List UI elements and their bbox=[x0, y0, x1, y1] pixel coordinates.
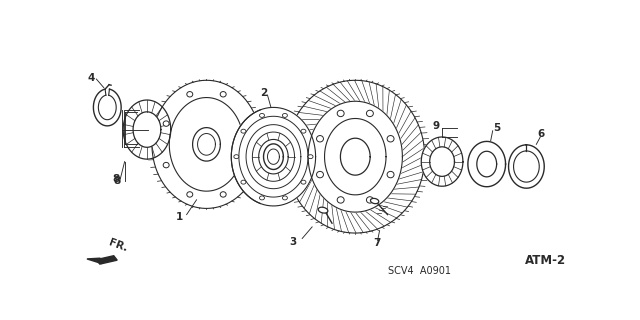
Polygon shape bbox=[231, 108, 316, 206]
Ellipse shape bbox=[317, 136, 323, 142]
Text: 8: 8 bbox=[113, 176, 121, 186]
Ellipse shape bbox=[220, 92, 226, 97]
Ellipse shape bbox=[337, 197, 344, 203]
Text: FR.: FR. bbox=[108, 238, 129, 254]
Ellipse shape bbox=[259, 114, 264, 117]
Ellipse shape bbox=[301, 180, 306, 184]
Polygon shape bbox=[239, 116, 308, 197]
Polygon shape bbox=[123, 100, 171, 159]
Polygon shape bbox=[421, 137, 463, 186]
Ellipse shape bbox=[163, 121, 169, 126]
Polygon shape bbox=[429, 147, 454, 176]
Text: SCV4  A0901: SCV4 A0901 bbox=[388, 266, 451, 276]
Polygon shape bbox=[286, 80, 425, 233]
Polygon shape bbox=[87, 258, 102, 264]
Ellipse shape bbox=[244, 121, 250, 126]
Ellipse shape bbox=[301, 129, 306, 133]
Polygon shape bbox=[198, 133, 216, 155]
Text: 3: 3 bbox=[290, 237, 297, 247]
Ellipse shape bbox=[234, 155, 239, 159]
Ellipse shape bbox=[387, 172, 394, 178]
Polygon shape bbox=[259, 140, 288, 174]
Polygon shape bbox=[324, 118, 386, 195]
Ellipse shape bbox=[367, 197, 373, 203]
Text: 1: 1 bbox=[175, 212, 183, 222]
Ellipse shape bbox=[337, 110, 344, 116]
Polygon shape bbox=[264, 144, 284, 170]
Polygon shape bbox=[468, 141, 506, 187]
Text: 2: 2 bbox=[260, 88, 267, 98]
Polygon shape bbox=[133, 112, 161, 147]
Ellipse shape bbox=[241, 129, 246, 133]
Polygon shape bbox=[193, 128, 220, 161]
Ellipse shape bbox=[282, 114, 287, 117]
Polygon shape bbox=[268, 149, 280, 164]
Polygon shape bbox=[252, 132, 294, 181]
Ellipse shape bbox=[187, 192, 193, 197]
Text: 7: 7 bbox=[373, 238, 380, 248]
Polygon shape bbox=[170, 98, 244, 191]
Text: ATM-2: ATM-2 bbox=[525, 254, 566, 267]
Ellipse shape bbox=[220, 192, 226, 197]
Text: 8: 8 bbox=[112, 174, 119, 184]
Polygon shape bbox=[152, 80, 261, 208]
Ellipse shape bbox=[241, 180, 246, 184]
Ellipse shape bbox=[163, 162, 169, 168]
Text: 9: 9 bbox=[433, 121, 440, 131]
Ellipse shape bbox=[244, 162, 250, 168]
Ellipse shape bbox=[387, 136, 394, 142]
Polygon shape bbox=[340, 138, 370, 175]
Ellipse shape bbox=[317, 172, 323, 178]
Text: 6: 6 bbox=[538, 130, 545, 140]
Polygon shape bbox=[97, 256, 117, 264]
Polygon shape bbox=[246, 125, 301, 189]
Polygon shape bbox=[308, 101, 403, 212]
Text: 4: 4 bbox=[87, 73, 95, 83]
Ellipse shape bbox=[259, 196, 264, 200]
Ellipse shape bbox=[282, 196, 287, 200]
Text: 5: 5 bbox=[493, 123, 500, 133]
Polygon shape bbox=[477, 151, 497, 177]
Ellipse shape bbox=[371, 198, 379, 204]
Ellipse shape bbox=[308, 155, 313, 159]
Ellipse shape bbox=[187, 92, 193, 97]
Ellipse shape bbox=[367, 110, 373, 116]
Ellipse shape bbox=[318, 207, 328, 213]
